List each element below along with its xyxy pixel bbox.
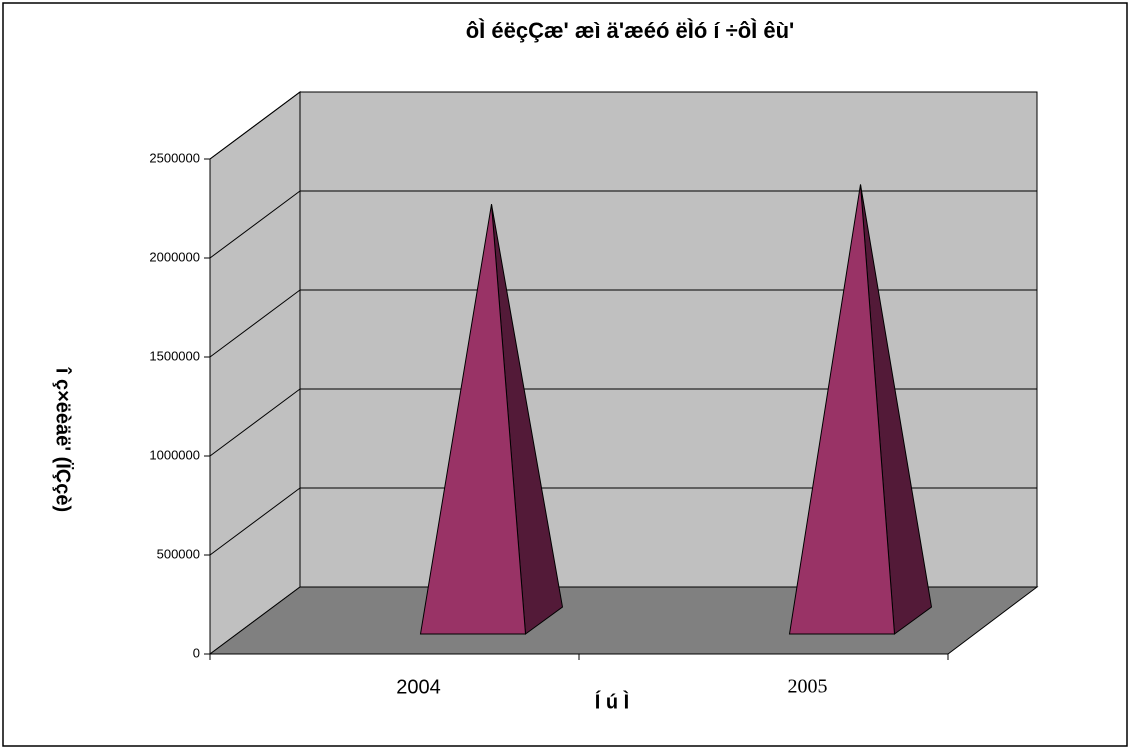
x-axis-title: Í ú Ì <box>595 690 629 713</box>
y-tick-label: 2500000 <box>149 150 200 165</box>
y-tick-label: 2000000 <box>149 249 200 264</box>
chart-title: ôÌ éëçÇæ' æì ä'æéó ëÌó í ÷ôÌ êù' <box>466 18 795 43</box>
y-tick-label: 500000 <box>157 546 200 561</box>
grid-line <box>209 91 301 160</box>
grid-line <box>209 487 301 556</box>
y-tick-label: 1000000 <box>149 447 200 462</box>
x-tick-label: 2004 <box>396 676 441 698</box>
y-tick-label: 0 <box>193 645 200 660</box>
grid-line <box>209 190 301 259</box>
pyramid-front <box>788 184 896 635</box>
grid-line <box>209 388 301 457</box>
pyramid-front <box>419 204 527 635</box>
side-wall <box>209 91 301 655</box>
y-tick-label: 1500000 <box>149 348 200 363</box>
y-axis-title: î ç×ëèäë' (ÏÇçè) <box>52 367 75 512</box>
grid-line <box>209 289 301 358</box>
x-tick-label: 2005 <box>788 676 828 698</box>
back-wall <box>299 91 1038 588</box>
